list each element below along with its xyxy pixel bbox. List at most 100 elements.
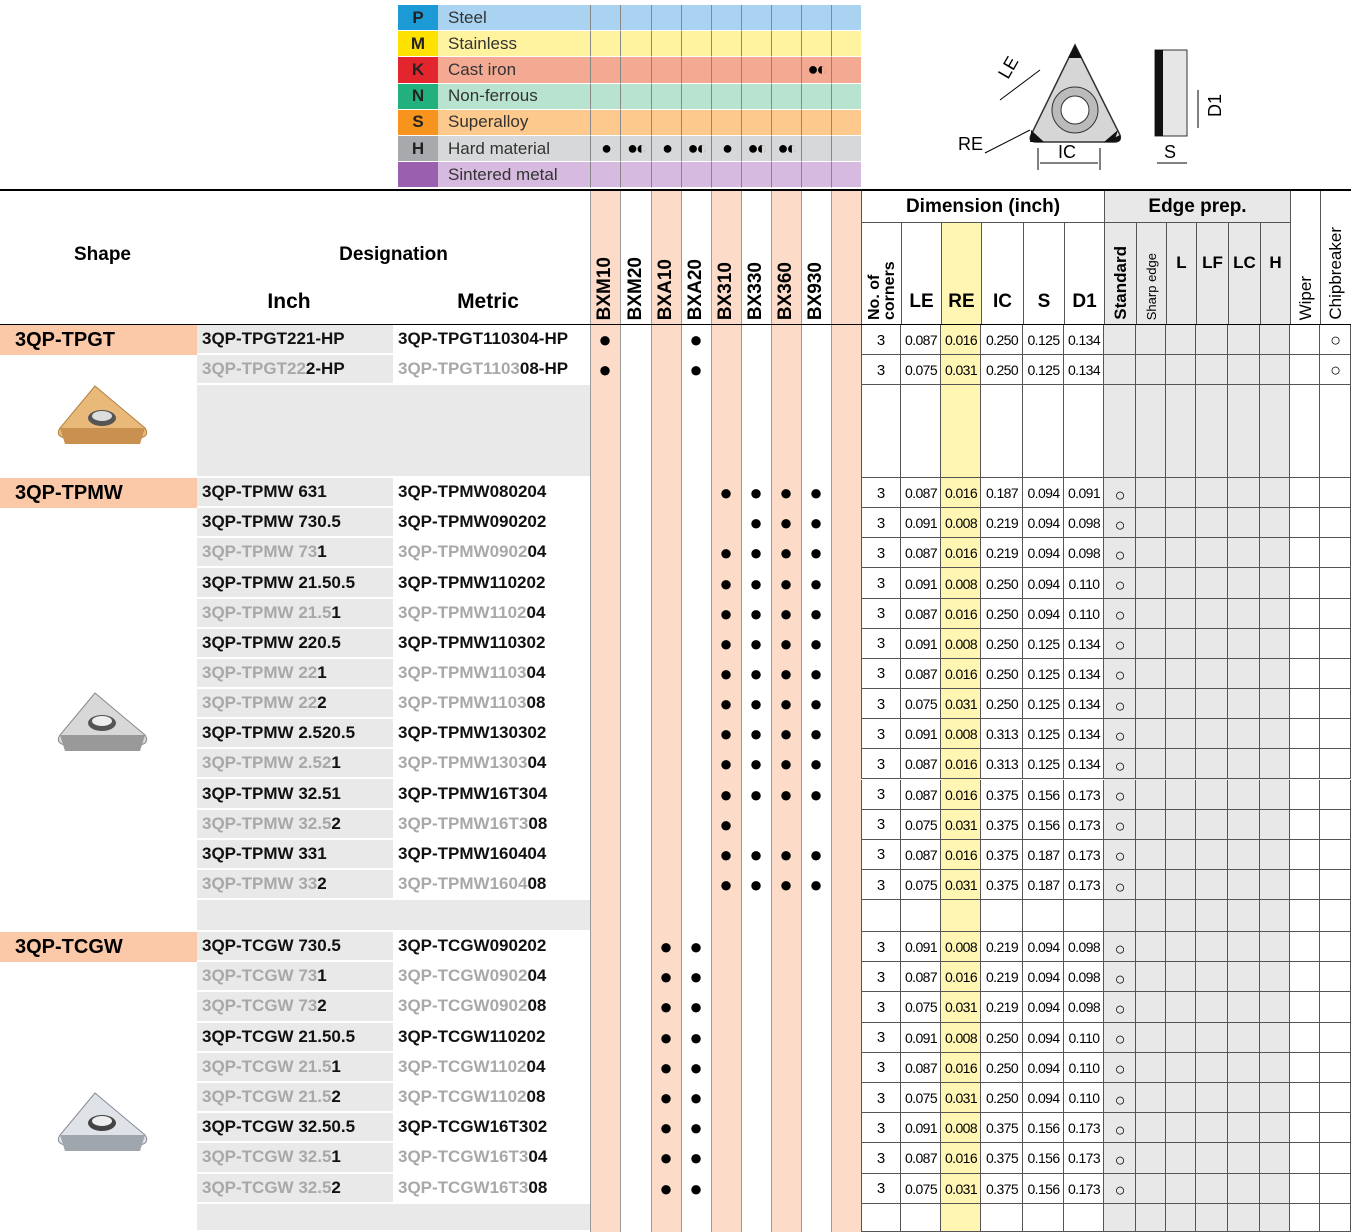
- legend-cell: [711, 31, 741, 58]
- metric-designation-part: 08: [526, 693, 546, 713]
- cell: [1064, 869, 1104, 901]
- dimension: 0.031: [944, 999, 978, 1016]
- dimension: 0.016: [944, 332, 978, 348]
- cell: [1290, 478, 1320, 509]
- inch-designation: 3QP-TCGW 32.5 2: [197, 1173, 393, 1204]
- cell: [1260, 658, 1290, 690]
- cell: [1290, 962, 1320, 993]
- grade-mark: ●: [719, 691, 733, 717]
- cell: [1290, 355, 1320, 385]
- metric-designation-part: 3QP-TCGW090202: [398, 936, 547, 956]
- cell: [1290, 932, 1320, 963]
- cell: [1023, 809, 1064, 840]
- dimension: 0.016: [944, 846, 978, 863]
- cell: [1064, 325, 1104, 355]
- inch-designation-part: 3QP-TPMW 730.5: [202, 512, 341, 532]
- cell: [1166, 992, 1196, 1023]
- cell: [1104, 1052, 1136, 1083]
- cell: [1320, 992, 1351, 1023]
- corners: 3: [876, 484, 886, 502]
- cell: [1166, 1143, 1196, 1174]
- cell: [1290, 628, 1320, 659]
- dimension: 0.091: [904, 515, 938, 532]
- standard-mark: ○: [1114, 1180, 1126, 1201]
- grade-mark: ●: [719, 600, 733, 626]
- header-edge: Standard: [1104, 223, 1136, 324]
- cell: [941, 1022, 981, 1053]
- inch-designation-part: 3QP-TCGW 21.5: [202, 1056, 332, 1076]
- inch-designation-part: 3QP-TPMW 2.520.5: [202, 723, 356, 743]
- cell: [941, 689, 981, 720]
- cell: [1136, 839, 1166, 870]
- cell: [1136, 809, 1166, 840]
- cell: [1228, 478, 1260, 509]
- insert-photo: [57, 385, 148, 444]
- grade-mark: ●: [809, 600, 823, 626]
- header-edge-prep: Edge prep.: [1104, 191, 1290, 223]
- cell: [1136, 869, 1166, 901]
- legend-cell: [681, 31, 711, 58]
- inch-designation-part: 3QP-TPMW 631: [202, 482, 327, 502]
- cell: [861, 1113, 901, 1144]
- dimension: 0.087: [904, 545, 938, 562]
- cell: [1136, 992, 1166, 1023]
- dimension: 0.031: [944, 1180, 978, 1197]
- dimension: 0.134: [1067, 665, 1101, 682]
- cell: [1166, 658, 1196, 690]
- dimension: 0.075: [904, 1090, 938, 1107]
- header-grade: BXA10: [651, 192, 681, 324]
- cell: [1104, 355, 1136, 385]
- dimension: 0.091: [1067, 485, 1101, 502]
- corner: [1030, 130, 1044, 142]
- cell: [981, 719, 1023, 750]
- cell: [1196, 568, 1228, 599]
- cell: [941, 325, 981, 355]
- cell: [941, 900, 981, 932]
- cell: [1104, 900, 1136, 932]
- cell: [1196, 598, 1228, 629]
- cell: [1196, 325, 1228, 355]
- header-grade: BX310: [711, 192, 741, 324]
- dimension: 0.173: [1067, 1150, 1101, 1167]
- inch-designation: 3QP-TCGW 730.5: [197, 932, 393, 963]
- grade-mark: ●: [809, 540, 823, 566]
- cell: [981, 658, 1023, 690]
- cell: [1023, 1173, 1064, 1204]
- dimension: 0.008: [944, 726, 978, 743]
- cell: [1320, 809, 1351, 840]
- cell: [1320, 538, 1351, 569]
- corners: 3: [876, 1119, 886, 1137]
- dimension: 0.008: [944, 515, 978, 532]
- cell: [1260, 1022, 1290, 1053]
- grade-mark: ●: [689, 1054, 703, 1080]
- cell: [861, 508, 901, 539]
- dimension: 0.173: [1067, 786, 1101, 803]
- dimension: 0.016: [944, 485, 978, 502]
- rule: [0, 324, 1351, 325]
- cell: [1260, 1113, 1290, 1144]
- cell: [901, 962, 941, 993]
- cell: [1023, 1052, 1064, 1083]
- metric-designation: 3QP-TPGT1103 08-HP: [393, 355, 590, 385]
- cell: [1228, 1083, 1260, 1114]
- cell: [861, 658, 901, 690]
- dimension: 0.156: [1027, 1120, 1060, 1137]
- cell: [1196, 719, 1228, 750]
- header-grade-text: BXM20: [624, 256, 646, 320]
- diagram-label: D1: [1205, 94, 1225, 117]
- dimension: 0.250: [985, 1090, 1019, 1107]
- corners: 3: [876, 755, 886, 773]
- cell: [861, 1022, 901, 1053]
- cell: [1228, 839, 1260, 870]
- cell: [1023, 568, 1064, 599]
- grade-mark: ●: [809, 841, 823, 867]
- cell: [1290, 1143, 1320, 1174]
- cell: [1228, 992, 1260, 1023]
- cell: [1023, 1143, 1064, 1174]
- cell: [1166, 1173, 1196, 1204]
- legend-cell: [831, 109, 861, 136]
- dimension: 0.187: [1027, 846, 1060, 863]
- metric-designation-part: 3QP-TPMW130302: [398, 723, 547, 743]
- cell: [1320, 1113, 1351, 1144]
- cell: [1136, 478, 1166, 509]
